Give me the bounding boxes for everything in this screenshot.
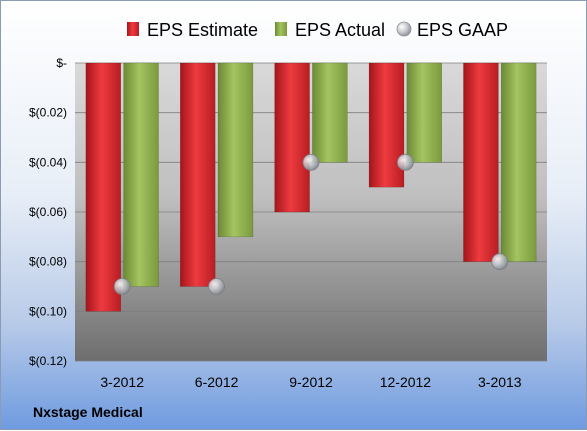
y-tick-label: $(0.08) [29,255,67,269]
bar-eps-actual [123,62,159,287]
x-tick-label: 9-2012 [289,374,333,390]
bar-eps-estimate [180,62,216,287]
legend-swatch-gaap [396,21,412,37]
gaap-marker [208,278,226,295]
y-tick-label: $(0.10) [29,304,67,318]
legend-swatch-actual [275,22,287,36]
y-tick-label: $- [56,56,67,70]
bar-eps-actual [217,62,254,238]
bar-eps-actual [312,62,348,163]
legend-label-estimate: EPS Estimate [147,20,258,40]
y-tick-label: $(0.12) [29,354,67,368]
legend-swatch-estimate [127,22,139,36]
legend-label-gaap: EPS GAAP [417,20,508,40]
y-tick-label: $(0.06) [29,205,67,219]
bar-eps-estimate [85,62,122,312]
gaap-marker [396,153,414,171]
y-tick-label: $(0.02) [29,106,67,120]
x-axis-ticks: 3-2012 6-2012 9-2012 12-2012 3-2013 [100,374,521,390]
x-tick-label: 6-2012 [195,374,239,390]
gaap-markers [113,153,509,295]
bar-eps-estimate [274,62,310,213]
bar-eps-estimate [463,62,499,262]
x-tick-label: 3-2012 [100,374,144,390]
x-tick-label: 3-2013 [478,374,522,390]
y-tick-label: $(0.04) [29,155,67,169]
company-name: Nxstage Medical [33,404,143,420]
y-axis-ticks: $- $(0.02) $(0.04) $(0.06) $(0.08) $(0.10) $(0… [29,56,67,368]
gaap-marker [491,253,509,271]
bar-eps-estimate [368,62,405,188]
x-tick-label: 12-2012 [380,374,432,390]
gaap-marker [302,153,320,171]
bar-eps-actual [406,62,442,163]
legend-label-actual: EPS Actual [295,20,385,40]
bar-eps-actual [500,62,537,262]
legend: EPS Estimate EPS Actual EPS GAAP [127,20,508,40]
gaap-marker [113,278,131,295]
